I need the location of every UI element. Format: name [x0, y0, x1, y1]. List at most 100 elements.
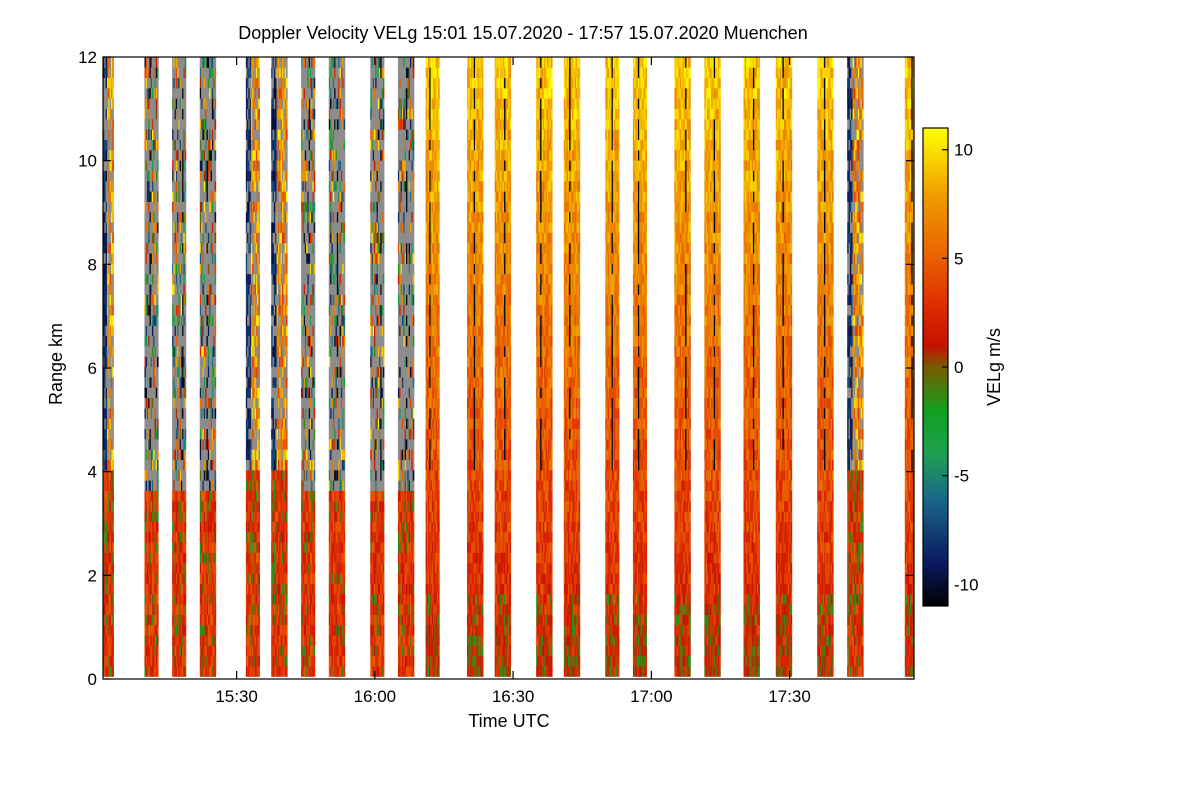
velocity-cell	[154, 294, 157, 306]
velocity-cell	[250, 428, 253, 440]
velocity-cell	[178, 325, 180, 337]
velocity-cell	[183, 387, 185, 399]
velocity-cell	[150, 593, 153, 605]
velocity-cell	[252, 222, 254, 233]
velocity-cell	[250, 552, 253, 564]
velocity-cell	[153, 263, 155, 275]
velocity-cell	[153, 428, 155, 440]
velocity-cell	[285, 129, 288, 140]
velocity-cell	[277, 315, 280, 326]
velocity-cell	[255, 170, 258, 182]
velocity-cell	[209, 490, 211, 502]
velocity-cell	[105, 469, 108, 481]
velocity-cell	[273, 593, 276, 605]
velocity-cell	[248, 449, 250, 461]
velocity-cell	[255, 294, 258, 306]
velocity-cell	[202, 480, 205, 491]
velocity-cell	[206, 377, 209, 388]
velocity-cell	[154, 325, 157, 337]
velocity-cell	[271, 304, 273, 316]
velocity-cell	[146, 377, 149, 388]
velocity-cell	[248, 562, 250, 574]
velocity-cell	[152, 531, 154, 543]
velocity-cell	[157, 490, 159, 502]
velocity-cell	[214, 273, 217, 285]
velocity-cell	[152, 614, 154, 626]
velocity-cell	[205, 118, 207, 130]
velocity-cell	[109, 593, 112, 605]
velocity-cell	[247, 284, 249, 295]
velocity-cell	[210, 191, 213, 202]
velocity-cell	[157, 562, 159, 574]
velocity-cell	[273, 242, 276, 254]
velocity-cell	[209, 459, 211, 471]
velocity-cell	[273, 253, 276, 264]
velocity-cell	[155, 562, 158, 574]
velocity-cell	[272, 149, 275, 161]
velocity-cell	[104, 108, 106, 120]
velocity-cell	[275, 242, 277, 254]
velocity-cell	[205, 160, 207, 171]
velocity-cell	[279, 645, 281, 657]
velocity-cell	[184, 253, 187, 264]
velocity-cell	[281, 666, 284, 677]
velocity-cell	[285, 77, 288, 89]
velocity-cell	[271, 160, 273, 171]
velocity-cell	[150, 253, 153, 264]
velocity-cell	[313, 387, 316, 399]
velocity-cell	[250, 593, 253, 605]
velocity-cell	[203, 552, 206, 564]
velocity-cell	[178, 593, 180, 605]
velocity-cell	[248, 346, 250, 357]
velocity-cell	[103, 387, 105, 399]
velocity-cell	[245, 397, 248, 409]
velocity-cell	[249, 77, 252, 89]
velocity-cell	[252, 149, 254, 161]
velocity-cell	[281, 346, 284, 357]
velocity-cell	[174, 490, 177, 502]
velocity-cell	[144, 655, 147, 667]
velocity-cell	[280, 562, 283, 574]
velocity-cell	[253, 449, 255, 461]
velocity-cell	[249, 325, 252, 337]
velocity-cell	[112, 397, 114, 409]
velocity-cell	[173, 304, 175, 316]
velocity-cell	[254, 655, 257, 667]
velocity-cell	[255, 552, 258, 564]
velocity-cell	[150, 57, 153, 68]
velocity-cell	[152, 294, 154, 306]
velocity-cell	[210, 67, 213, 79]
velocity-cell	[112, 469, 114, 481]
velocity-cell	[213, 284, 215, 295]
velocity-cell	[280, 191, 283, 202]
velocity-cell	[252, 57, 254, 68]
velocity-cell	[108, 438, 110, 450]
velocity-cell	[174, 253, 177, 264]
velocity-cell	[281, 77, 284, 89]
velocity-cell	[207, 655, 210, 667]
velocity-cell	[149, 242, 152, 254]
velocity-cell	[149, 449, 152, 461]
velocity-cell	[277, 222, 280, 233]
velocity-cell	[175, 304, 178, 316]
velocity-cell	[105, 98, 108, 110]
velocity-cell	[148, 438, 150, 450]
velocity-cell	[280, 418, 283, 430]
velocity-cell	[213, 552, 215, 564]
velocity-cell	[154, 108, 157, 120]
velocity-cell	[110, 645, 113, 657]
velocity-cell	[106, 67, 109, 79]
velocity-cell	[245, 170, 248, 182]
velocity-cell	[249, 542, 252, 553]
velocity-cell	[172, 583, 174, 595]
velocity-cell	[157, 222, 159, 233]
velocity-cell	[180, 438, 183, 450]
velocity-cell	[210, 387, 213, 399]
velocity-cell	[110, 418, 113, 430]
velocity-cell	[257, 191, 259, 202]
velocity-cell	[177, 542, 179, 553]
velocity-cell	[182, 366, 184, 378]
velocity-cell	[144, 201, 147, 213]
velocity-cell	[213, 418, 215, 430]
velocity-cell	[213, 583, 215, 595]
